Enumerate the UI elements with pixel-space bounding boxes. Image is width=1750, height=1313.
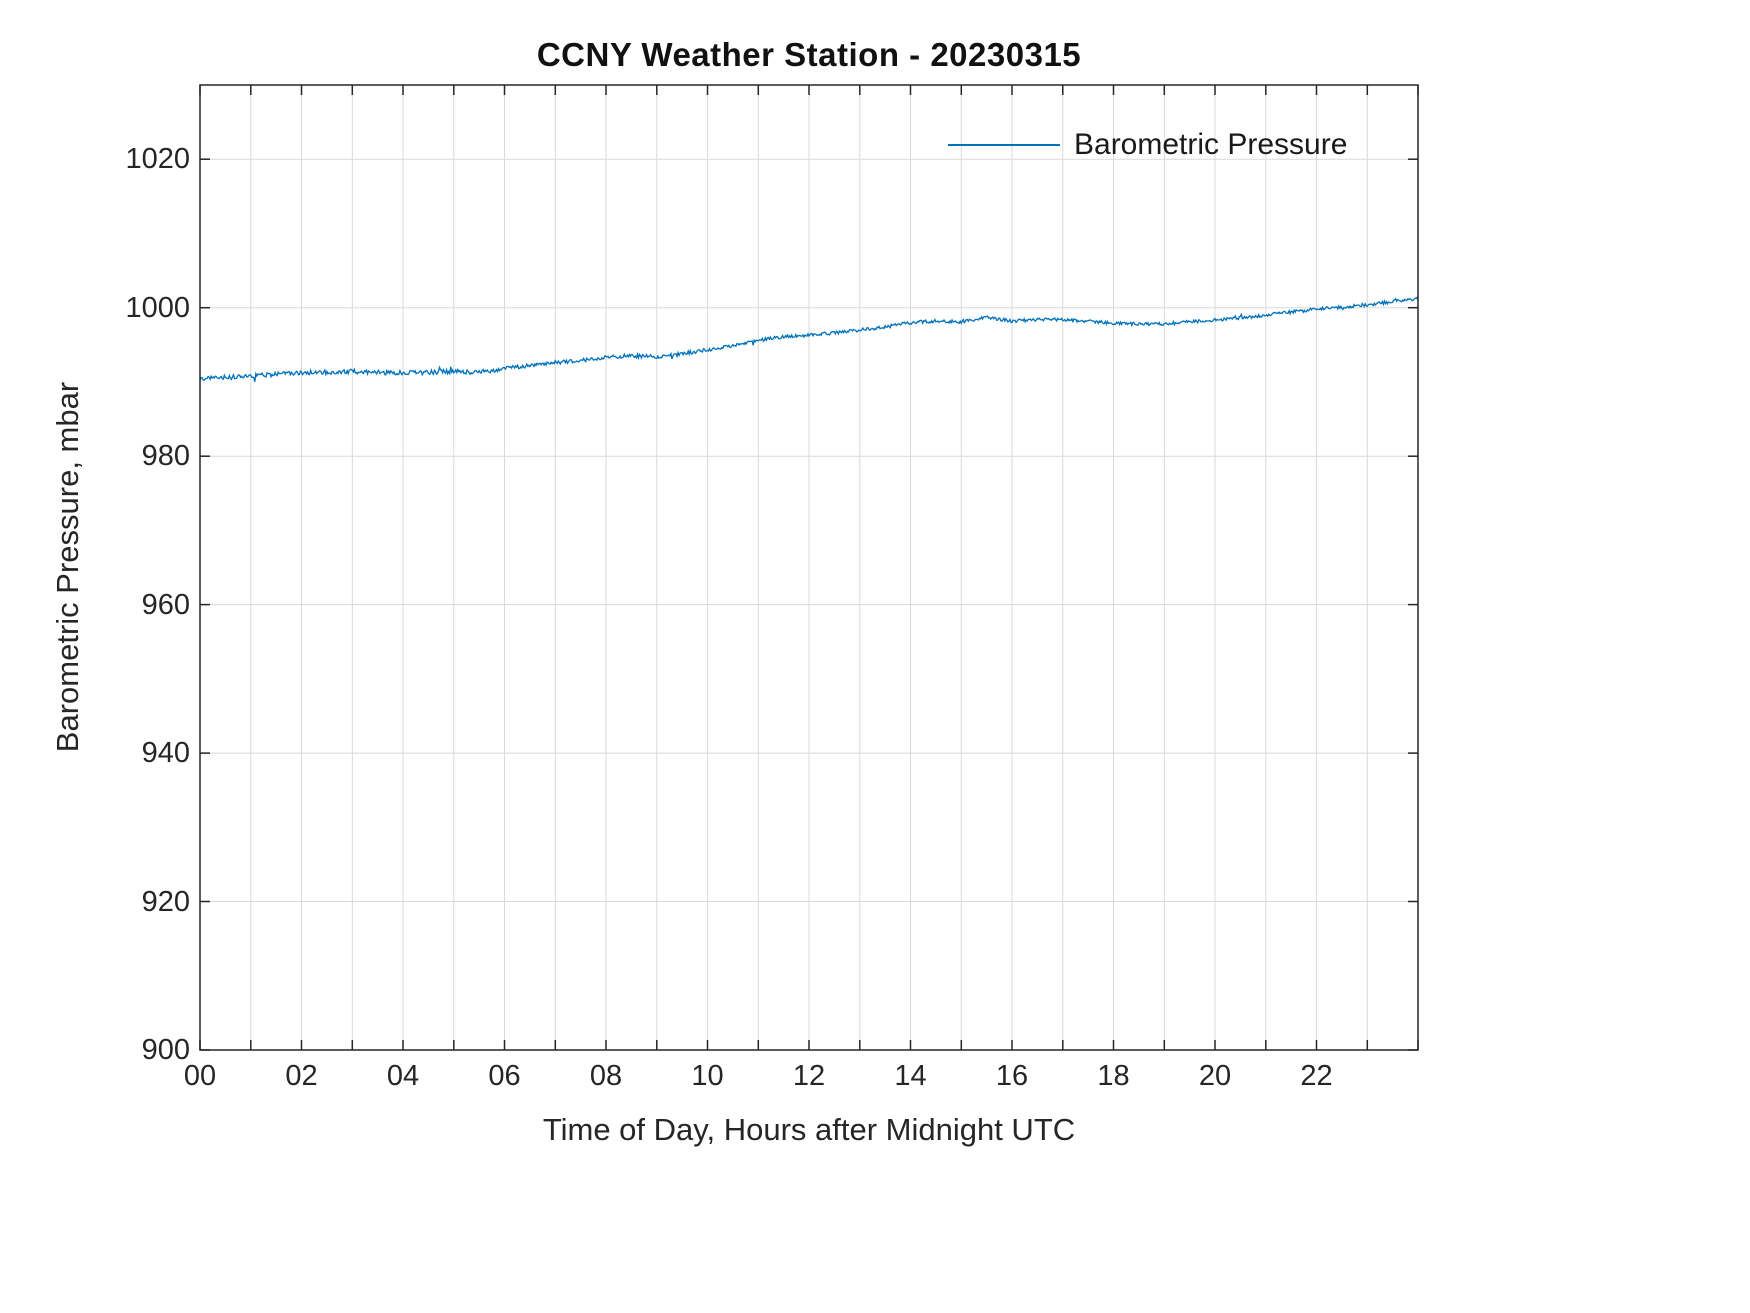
x-tick-label: 22 xyxy=(1300,1060,1333,1092)
x-axis-label: Time of Day, Hours after Midnight UTC xyxy=(542,1112,1076,1147)
legend: Barometric Pressure xyxy=(948,128,1347,162)
y-tick-label: 960 xyxy=(141,588,190,621)
x-tick-label: 08 xyxy=(589,1060,623,1092)
y-tick-label: 940 xyxy=(141,737,190,770)
y-tick-label: 980 xyxy=(141,440,190,473)
x-tick-label: 14 xyxy=(894,1060,927,1092)
x-tick-label: 06 xyxy=(488,1060,521,1092)
pressure-line xyxy=(199,295,1419,382)
y-axis-label: Barometric Pressure, mbar xyxy=(50,381,85,753)
x-tick-label: 18 xyxy=(1097,1060,1130,1092)
x-tick-label: 02 xyxy=(285,1060,318,1092)
y-tick-label: 1020 xyxy=(125,143,190,176)
axes-box xyxy=(199,84,1419,1051)
y-tick-label: 920 xyxy=(141,885,190,918)
x-tick-label: 16 xyxy=(995,1060,1029,1092)
x-tick-label: 04 xyxy=(386,1060,420,1092)
x-tick-label: 20 xyxy=(1198,1060,1232,1092)
legend-label: Barometric Pressure xyxy=(1074,128,1348,161)
chart-title: CCNY Weather Station - 20230315 xyxy=(536,36,1082,73)
x-tick-label: 00 xyxy=(183,1060,217,1092)
y-tick-label: 1000 xyxy=(125,291,190,324)
legend-line-sample xyxy=(948,144,1060,146)
x-tick-label: 12 xyxy=(792,1060,826,1092)
y-tick-label: 900 xyxy=(141,1034,190,1066)
x-tick-label: 10 xyxy=(691,1060,724,1092)
